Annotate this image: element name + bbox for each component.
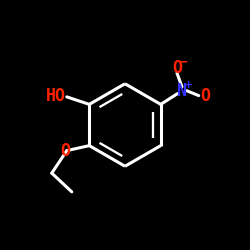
- Text: HO: HO: [46, 87, 66, 104]
- Text: O: O: [201, 87, 211, 104]
- Text: −: −: [178, 55, 188, 68]
- Text: O: O: [172, 59, 182, 77]
- Text: +: +: [184, 80, 193, 90]
- Text: N: N: [177, 82, 187, 100]
- Text: O: O: [60, 142, 70, 160]
